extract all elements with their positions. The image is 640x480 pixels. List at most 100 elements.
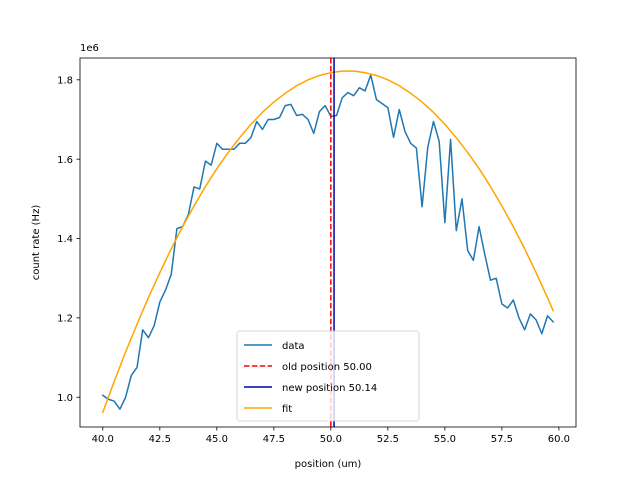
- data-point-fit: [193, 205, 195, 207]
- y-tick-label: 1.2: [57, 313, 73, 324]
- x-tick-label: 47.5: [263, 434, 285, 445]
- plot-frame: [79, 57, 577, 428]
- legend: data old position 50.00 new position 50.14…: [236, 330, 420, 422]
- data-point-data: [193, 186, 195, 188]
- data-point-fit: [159, 272, 161, 274]
- data-point-data: [165, 289, 167, 291]
- data-point-data: [404, 131, 406, 133]
- data-point-fit: [216, 168, 218, 170]
- data-point-data: [416, 147, 418, 149]
- data-point-data: [467, 250, 469, 252]
- data-point-fit: [136, 323, 138, 325]
- data-point-data: [222, 148, 224, 150]
- data-point-data: [205, 160, 207, 162]
- data-point-data: [102, 394, 104, 396]
- data-point-data: [410, 143, 412, 145]
- data-point-fit: [512, 226, 514, 228]
- data-point-fit: [148, 297, 150, 299]
- data-point-data: [125, 396, 127, 398]
- data-point-data: [547, 315, 549, 317]
- x-tick-label: 57.5: [491, 434, 513, 445]
- data-point-data: [433, 121, 435, 123]
- data-point-fit: [330, 72, 332, 74]
- data-point-data: [490, 279, 492, 281]
- data-point-data: [113, 400, 115, 402]
- data-point-data: [450, 139, 452, 141]
- y-tick-label: 1.4: [57, 234, 73, 245]
- data-point-fit: [387, 79, 389, 81]
- data-point-fit: [250, 123, 252, 125]
- data-point-data: [364, 90, 366, 92]
- data-point-data: [478, 226, 480, 228]
- data-point-data: [421, 206, 423, 208]
- data-point-data: [398, 109, 400, 111]
- data-point-data: [302, 114, 304, 116]
- x-tick-label: 60.0: [548, 434, 570, 445]
- data-point-fit: [535, 272, 537, 274]
- data-point-data: [387, 107, 389, 109]
- data-point-fit: [170, 248, 172, 250]
- legend-label: fit: [282, 404, 292, 415]
- data-point-fit: [227, 152, 229, 154]
- data-point-fit: [444, 123, 446, 125]
- data-point-data: [131, 375, 133, 377]
- data-point-fit: [433, 112, 435, 114]
- data-point-data: [279, 117, 281, 119]
- data-point-fit: [490, 186, 492, 188]
- data-point-data: [336, 115, 338, 117]
- series-line-fit: [101, 70, 555, 414]
- data-point-data: [501, 303, 503, 305]
- x-tick-label: 42.5: [149, 434, 171, 445]
- data-point-data: [438, 141, 440, 143]
- data-point-data: [381, 103, 383, 105]
- data-point-data: [495, 277, 497, 279]
- data-point-data: [541, 333, 543, 335]
- data-point-fit: [102, 412, 104, 414]
- data-point-data: [347, 92, 349, 94]
- data-point-data: [245, 143, 247, 145]
- data-point-data: [176, 228, 178, 230]
- data-point-data: [170, 273, 172, 275]
- data-point-fit: [273, 101, 275, 103]
- data-point-data: [507, 307, 509, 309]
- data-point-data: [473, 260, 475, 262]
- data-point-fit: [547, 297, 549, 299]
- data-point-data: [227, 148, 229, 150]
- data-point-fit: [284, 93, 286, 95]
- y-tick-label: 1.0: [57, 393, 73, 404]
- data-point-data: [319, 111, 321, 113]
- data-point-data: [262, 129, 264, 131]
- data-point-fit: [182, 226, 184, 228]
- x-axis-label: position (um): [295, 459, 362, 470]
- data-point-data: [210, 164, 212, 166]
- data-point-data: [233, 148, 235, 150]
- data-point-data: [153, 325, 155, 327]
- y-axis-label: count rate (Hz): [31, 205, 42, 281]
- data-point-data: [307, 119, 309, 121]
- data-point-data: [324, 105, 326, 107]
- data-point-data: [341, 97, 343, 99]
- data-point-data: [530, 313, 532, 315]
- data-point-data: [267, 119, 269, 121]
- x-tick-label: 55.0: [434, 434, 456, 445]
- data-point-fit: [125, 351, 127, 353]
- legend-box: [236, 330, 420, 422]
- data-point-data: [256, 121, 258, 123]
- data-point-data: [142, 329, 144, 331]
- data-point-fit: [205, 186, 207, 188]
- data-point-data: [159, 301, 161, 303]
- data-point-data: [444, 222, 446, 224]
- data-point-data: [535, 319, 537, 321]
- data-point-data: [199, 188, 201, 190]
- data-point-fit: [478, 168, 480, 170]
- data-point-data: [512, 299, 514, 301]
- data-point-fit: [501, 205, 503, 207]
- data-point-data: [136, 367, 138, 369]
- y-tick-label: 1.8: [57, 75, 73, 86]
- data-point-data: [359, 87, 361, 89]
- data-point-fit: [262, 112, 264, 114]
- data-point-data: [393, 137, 395, 139]
- data-point-fit: [341, 70, 343, 72]
- data-point-fit: [296, 85, 298, 87]
